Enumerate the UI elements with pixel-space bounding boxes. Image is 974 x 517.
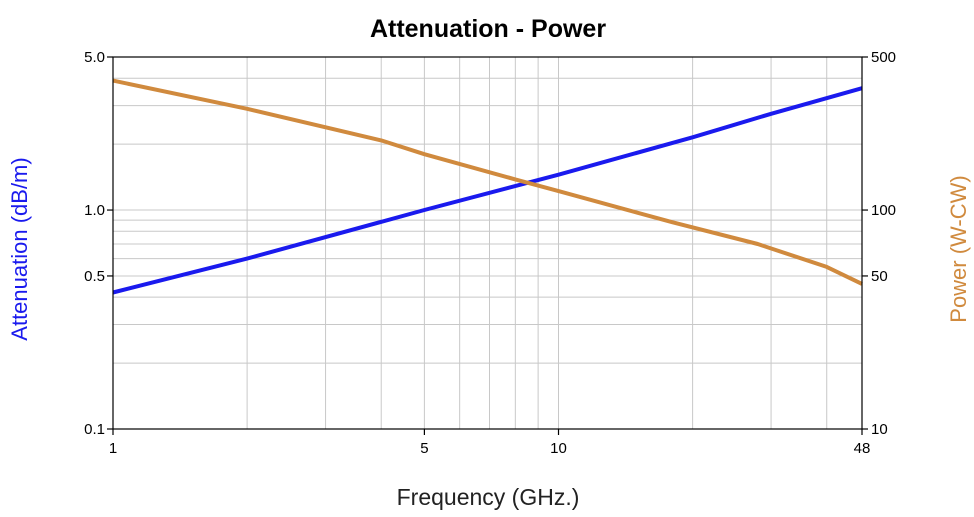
x-tick-label: 48	[854, 440, 871, 457]
x-tick-label: 10	[550, 440, 567, 457]
y-left-tick-label: 0.1	[84, 421, 105, 438]
y-right-tick-label: 500	[871, 49, 896, 66]
attenuation-series-line	[112, 86, 863, 295]
y-right-tick-label: 100	[871, 202, 896, 219]
y-axis-left-label: Attenuation (dB/m)	[7, 157, 32, 340]
frame-layer	[112, 56, 863, 430]
y-left-tick-label: 5.0	[84, 49, 105, 66]
series-layer	[112, 78, 863, 295]
x-tick-label: 1	[109, 440, 117, 457]
x-tick-label: 5	[420, 440, 428, 457]
power-series-line	[112, 78, 863, 286]
y-right-tick-label: 10	[871, 421, 888, 438]
chart-title: Attenuation - Power	[370, 15, 606, 43]
y-right-tick-label: 50	[871, 268, 888, 285]
plot-frame	[112, 56, 863, 430]
y-left-tick-label: 0.5	[84, 268, 105, 285]
y-left-tick-label: 1.0	[84, 202, 105, 219]
grid-layer	[113, 57, 862, 429]
x-axis-label: Frequency (GHz.)	[397, 484, 580, 510]
y-axis-right-label: Power (W-CW)	[946, 175, 971, 322]
